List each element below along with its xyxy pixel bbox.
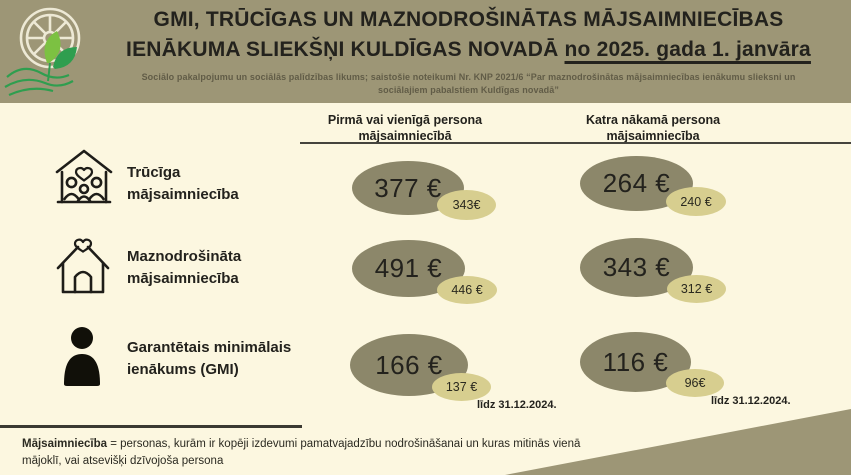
subtitle-line1: Sociālo pakalpojumu un sociālās palīdzīb… — [141, 72, 796, 82]
title-line2-prefix: IENĀKUMA SLIEKŠŅI KULDĪGAS NOVADĀ — [126, 38, 565, 61]
household-definition: Mājsaimniecība = personas, kurām ir kopē… — [22, 436, 582, 470]
column-header-next-person: Katra nākamā persona mājsaimniecība — [585, 113, 721, 143]
value-gmi-col1-previous: 137 € — [432, 373, 491, 401]
header-title-block: GMI, TRŪCĪGAS UN MAZNODROŠINĀTAS MĀJSAIM… — [96, 5, 841, 97]
household-term: Mājsaimniecība — [22, 438, 108, 450]
household-definition-text: = personas, kurām ir kopēji izdevumi pam… — [22, 438, 581, 467]
gmi-col2-previous-date-note: līdz 31.12.2024. — [711, 395, 791, 407]
value-trucuga-col2-previous: 240 € — [666, 187, 726, 216]
value-trucuga-col1-previous: 343€ — [437, 190, 496, 220]
value-trucuga-col1-current: 377 € — [352, 161, 464, 215]
row-label-trucuga: Trūcīga mājsaimniecība — [127, 164, 239, 203]
column-header-first-person: Pirmā vai vienīgā persona mājsaimniecībā — [327, 113, 483, 143]
logo-icon — [4, 7, 81, 97]
value-gmi-col2-previous: 96€ — [666, 369, 724, 397]
page-title-line2: IENĀKUMA SLIEKŠŅI KULDĪGAS NOVADĀ no 202… — [96, 35, 841, 65]
page-title-line1: GMI, TRŪCĪGAS UN MAZNODROŠINĀTAS MĀJSAIM… — [153, 8, 784, 31]
title-effective-date: no 2025. gada 1. janvāra — [564, 38, 811, 61]
value-maznodrosinata-col2-previous: 312 € — [667, 275, 726, 303]
subtitle-line2: sociālajiem pabalstiem Kuldīgas novadā” — [378, 85, 559, 95]
row-label-gmi: Garantētais minimālais ienākums (GMI) — [127, 339, 292, 378]
house-heart-icon — [55, 229, 111, 297]
value-maznodrosinata-col1-previous: 446 € — [437, 276, 497, 304]
legal-reference-subtitle: Sociālo pakalpojumu un sociālās palīdzīb… — [96, 71, 841, 97]
house-family-heart-icon — [52, 145, 116, 211]
person-icon — [60, 326, 104, 390]
row-label-maznodrosinata: Maznodrošināta mājsaimniecība — [127, 248, 242, 287]
gmi-col1-previous-date-note: līdz 31.12.2024. — [477, 399, 557, 411]
wheel-leaves-hand-logo — [3, 1, 97, 102]
footer-rule — [0, 425, 302, 428]
column-header-rule — [300, 142, 851, 144]
header-band: GMI, TRŪCĪGAS UN MAZNODROŠINĀTAS MĀJSAIM… — [0, 0, 851, 103]
